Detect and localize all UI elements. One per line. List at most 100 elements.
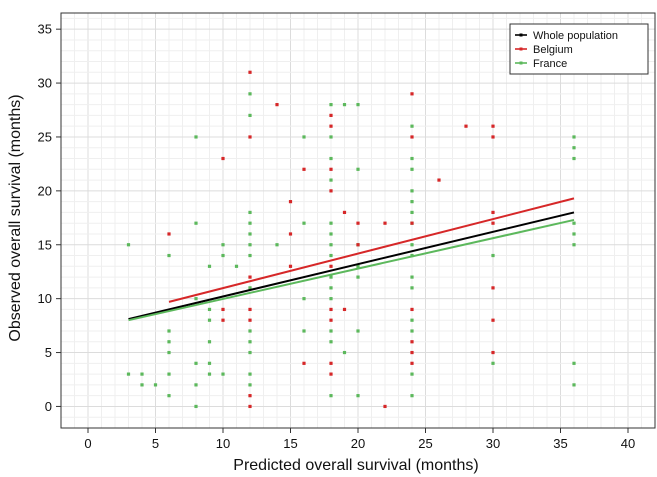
data-point-france <box>410 329 414 333</box>
data-point-belgium <box>288 200 293 204</box>
data-point-belgium <box>464 124 468 128</box>
legend-label-whole-population: Whole population <box>533 30 618 42</box>
data-point-france <box>194 135 198 139</box>
data-point-belgium <box>275 103 279 107</box>
data-point-belgium <box>329 264 333 268</box>
x-tick-label: 35 <box>553 436 567 451</box>
data-point-france <box>329 243 333 247</box>
data-point-france <box>275 243 279 247</box>
data-point-belgium <box>248 404 252 409</box>
data-point-france <box>356 329 360 333</box>
x-tick-label: 25 <box>418 436 432 451</box>
x-tick-label: 15 <box>283 436 297 451</box>
legend-entry-belgium: Belgium <box>515 44 573 56</box>
data-point-belgium <box>342 307 347 312</box>
data-point-france <box>329 340 333 344</box>
data-point-belgium <box>491 350 495 355</box>
data-point-belgium <box>167 232 171 236</box>
data-point-france <box>410 156 414 161</box>
data-point-belgium <box>329 372 333 376</box>
data-point-france <box>329 135 333 139</box>
data-point-belgium <box>248 307 252 312</box>
data-point-belgium <box>491 124 495 128</box>
data-point-france <box>329 394 333 398</box>
data-point-france <box>167 340 171 344</box>
data-point-france <box>410 286 414 290</box>
data-point-belgium <box>437 178 441 182</box>
data-point-belgium <box>356 243 360 247</box>
data-point-france <box>410 275 414 279</box>
grid <box>60 13 656 429</box>
data-point-france <box>234 264 239 268</box>
legend-entry-france: France <box>515 58 567 70</box>
data-point-france <box>126 372 131 376</box>
data-point-france <box>302 329 306 333</box>
data-point-france <box>410 167 414 171</box>
data-point-france <box>167 394 171 398</box>
data-point-france <box>221 253 225 258</box>
data-point-france <box>221 372 225 376</box>
legend-marker-whole-population <box>519 33 523 37</box>
data-point-belgium <box>329 189 333 193</box>
legend-label-france: France <box>533 58 567 70</box>
data-point-france <box>194 404 198 409</box>
data-point-france <box>410 372 414 376</box>
data-point-belgium <box>288 264 293 268</box>
data-point-france <box>410 210 414 215</box>
data-point-france <box>221 243 225 247</box>
data-point-belgium <box>221 156 225 161</box>
data-point-belgium <box>410 221 414 225</box>
x-tick-label: 5 <box>152 436 159 451</box>
data-point-france <box>167 253 171 258</box>
data-point-belgium <box>410 92 414 96</box>
data-point-france <box>410 318 414 322</box>
data-point-france <box>410 189 414 193</box>
data-point-france <box>207 264 212 268</box>
data-point-france <box>248 383 252 387</box>
data-point-belgium <box>329 113 333 118</box>
y-axis-title: Observed overall survival (months) <box>7 94 24 341</box>
data-point-france <box>342 350 347 355</box>
data-point-france <box>167 329 171 333</box>
data-point-belgium <box>248 135 252 139</box>
data-point-belgium <box>491 210 495 215</box>
data-point-france <box>194 221 198 225</box>
data-point-belgium <box>248 70 252 74</box>
data-point-france <box>302 135 306 139</box>
data-point-belgium <box>383 404 387 409</box>
legend-entry-whole-population: Whole population <box>515 30 618 42</box>
data-point-france <box>194 361 198 365</box>
data-point-france <box>329 253 333 258</box>
trend-line-belgium <box>168 197 575 303</box>
data-point-france <box>248 340 252 344</box>
data-point-france <box>572 156 576 161</box>
data-point-france <box>410 394 414 398</box>
data-point-france <box>248 243 252 247</box>
data-point-france <box>572 243 576 247</box>
data-point-france <box>248 350 252 355</box>
data-point-france <box>329 221 333 225</box>
data-point-belgium <box>410 135 414 139</box>
data-marks <box>126 70 576 409</box>
data-point-france <box>356 103 360 107</box>
data-point-france <box>194 383 198 387</box>
data-point-france <box>410 200 414 204</box>
data-point-france <box>356 394 360 398</box>
data-point-france <box>248 113 252 118</box>
data-point-belgium <box>410 350 414 355</box>
data-point-france <box>572 135 576 139</box>
x-axis-title: Predicted overall survival (months) <box>233 457 478 474</box>
trend-line-whole-population <box>128 211 575 321</box>
x-tick-label: 0 <box>84 436 91 451</box>
data-point-belgium <box>342 210 347 215</box>
data-point-france <box>248 221 252 225</box>
data-point-belgium <box>329 361 333 365</box>
data-point-belgium <box>329 167 333 171</box>
data-point-belgium <box>383 221 387 225</box>
data-point-france <box>248 253 252 258</box>
data-point-france <box>167 350 171 355</box>
x-tick-label: 20 <box>351 436 365 451</box>
data-point-belgium <box>302 167 306 171</box>
y-tick-label: 25 <box>38 129 52 144</box>
data-point-france <box>356 275 360 279</box>
